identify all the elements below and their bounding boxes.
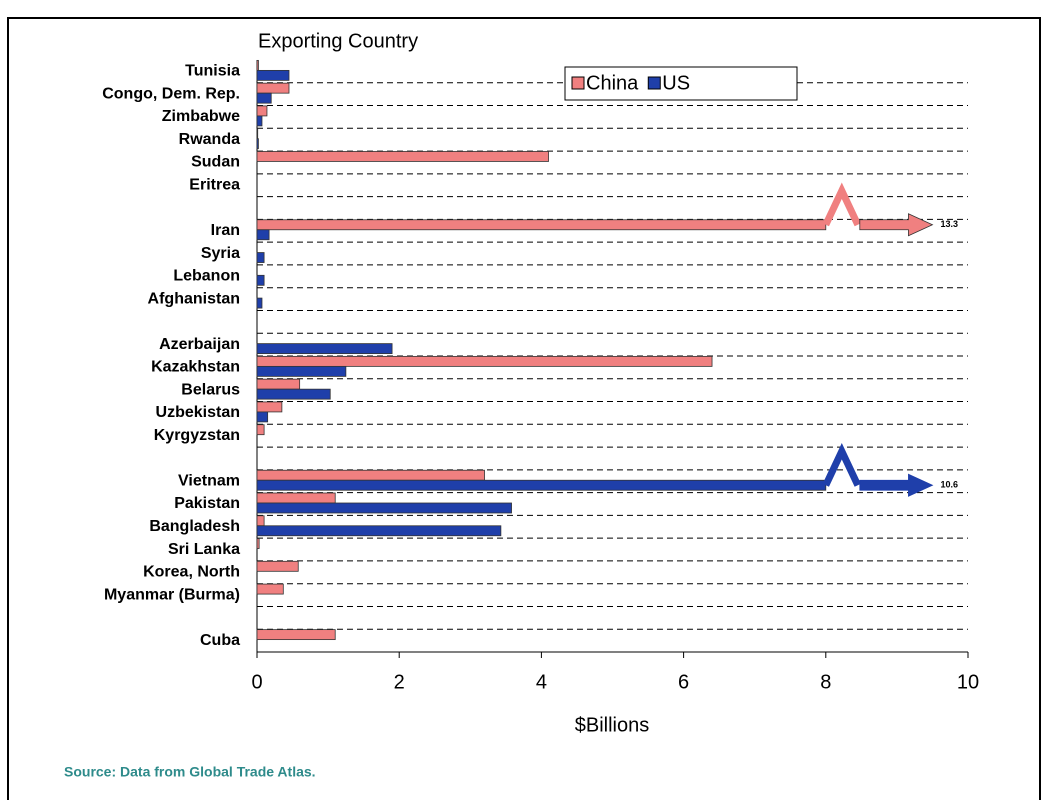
bar (256, 151, 549, 162)
bar (256, 105, 268, 117)
bar (256, 583, 284, 595)
y-tick-label: Pakistan (174, 495, 240, 512)
legend-label: US (662, 72, 690, 94)
legend-swatch (647, 76, 661, 90)
bar (256, 479, 827, 491)
bar (256, 525, 502, 537)
bar (256, 560, 299, 572)
break-arrow (859, 213, 934, 237)
x-tick-label: 10 (957, 671, 979, 693)
y-tick-label: Lebanon (173, 268, 240, 285)
bar (256, 219, 827, 231)
bar (256, 252, 265, 263)
bar (256, 229, 270, 241)
y-tick-label: Sudan (191, 154, 240, 171)
x-tick-label: 8 (820, 671, 831, 693)
y-tick-label: Azerbaijan (159, 336, 240, 353)
y-tick-label: Cuba (200, 632, 240, 649)
bar (256, 69, 290, 81)
bar (256, 411, 269, 423)
y-tick-label: Kyrgyzstan (154, 427, 240, 444)
bar (256, 128, 259, 140)
bar (256, 388, 331, 400)
bar (256, 343, 393, 355)
y-tick-label: Korea, North (143, 564, 240, 581)
bar (256, 538, 260, 549)
source-note: Source: Data from Global Trade Atlas. (64, 764, 316, 780)
legend-swatch (571, 76, 585, 90)
bar (256, 138, 259, 150)
y-tick-label: Congo, Dem. Rep. (102, 85, 240, 102)
y-axis-title: Exporting Country (258, 30, 418, 52)
y-tick-label: Myanmar (Burma) (104, 586, 240, 603)
bar (256, 629, 336, 641)
bar (256, 274, 265, 286)
y-tick-label: Kazakhstan (151, 359, 240, 376)
y-tick-label: Afghanistan (148, 290, 240, 307)
y-tick-label: Tunisia (185, 63, 240, 80)
bar (256, 82, 290, 94)
bar (256, 92, 272, 104)
x-tick-label: 2 (394, 671, 405, 693)
y-tick-label: Iran (211, 222, 240, 239)
axis-break (822, 443, 861, 487)
x-tick-label: 0 (251, 671, 262, 693)
bar (256, 492, 336, 504)
y-tick-label: Vietnam (178, 472, 240, 489)
value-label: 10.6 (940, 480, 958, 490)
bar (256, 502, 512, 514)
break-arrow (859, 473, 934, 497)
bar (256, 59, 259, 71)
y-tick-label: Syria (201, 245, 240, 262)
bar (256, 469, 485, 481)
axis-break (822, 182, 861, 227)
x-axis-title: $Billions (575, 714, 649, 736)
y-tick-label: Zimbabwe (162, 108, 240, 125)
y-tick-label: Rwanda (179, 131, 240, 148)
y-tick-label: Sri Lanka (168, 541, 240, 558)
bar (256, 378, 301, 390)
bar (256, 297, 263, 309)
legend-label: China (586, 72, 639, 94)
bar (256, 115, 263, 127)
x-tick-label: 4 (536, 671, 547, 693)
y-tick-label: Uzbekistan (156, 404, 240, 421)
bar (256, 424, 265, 436)
bar (256, 401, 283, 413)
value-label: 13.3 (940, 219, 958, 229)
bar (256, 515, 265, 527)
bar (256, 355, 713, 367)
x-tick-label: 6 (678, 671, 689, 693)
bar (256, 365, 347, 377)
y-tick-label: Belarus (181, 381, 240, 398)
legend-box (564, 66, 798, 101)
y-tick-label: Bangladesh (149, 518, 240, 535)
y-tick-label: Eritrea (189, 176, 240, 193)
frame (7, 17, 1041, 800)
